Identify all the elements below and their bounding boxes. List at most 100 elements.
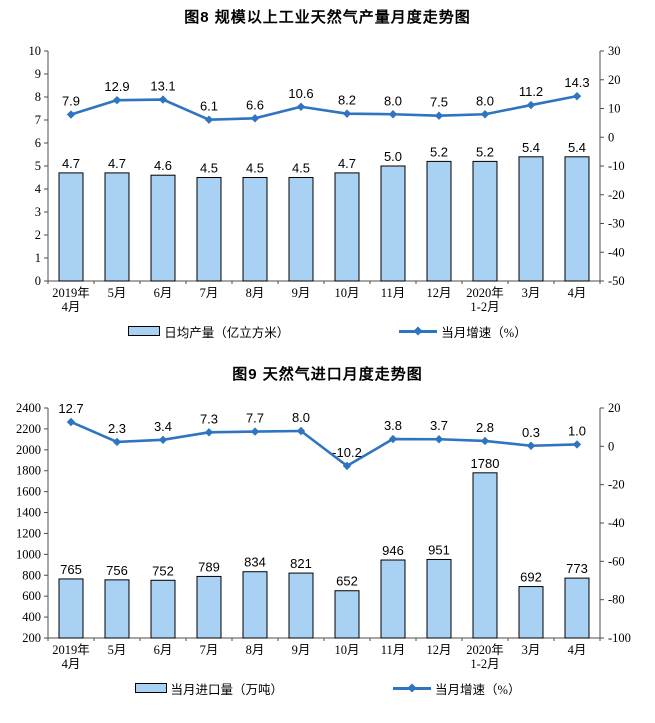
line-value-label: 2.8 <box>476 420 494 435</box>
bar <box>288 177 314 282</box>
x-category-label: 4月 <box>568 286 587 300</box>
left-axis-tick-label: 2000 <box>16 443 41 457</box>
line-marker-diamond <box>342 461 352 471</box>
left-axis-tick-label: 2400 <box>16 401 41 415</box>
bar <box>518 586 544 639</box>
bar <box>196 575 222 639</box>
line-marker-diamond <box>480 110 490 119</box>
right-axis-tick-label: 0 <box>608 130 614 144</box>
chart-title: 图8 规模以上工业天然气产量月度走势图 <box>184 9 471 26</box>
bar <box>472 472 498 639</box>
right-axis-tick-label: -30 <box>608 217 625 231</box>
bar-value-label: 821 <box>290 556 312 571</box>
bar <box>334 590 360 639</box>
line-marker-diamond <box>204 115 214 124</box>
bar <box>242 571 268 639</box>
left-axis-tick-label: 7 <box>35 113 41 127</box>
line-marker-diamond <box>66 110 76 119</box>
left-axis-tick-label: 200 <box>22 631 41 645</box>
left-axis-tick-label: 0 <box>35 274 41 288</box>
x-category-label: 1-2月 <box>470 657 499 671</box>
bar <box>334 172 360 282</box>
line-value-label: 14.3 <box>564 75 589 90</box>
left-axis-tick-label: 1800 <box>16 464 41 478</box>
bar-value-label: 5.4 <box>522 140 540 155</box>
bar-value-label: 5.4 <box>568 140 586 155</box>
x-category-label: 10月 <box>334 643 359 657</box>
line-marker-diamond <box>296 102 306 111</box>
line-value-label: 8.0 <box>476 93 494 108</box>
line-marker-diamond <box>388 110 398 119</box>
diamond-marker-icon <box>407 682 417 693</box>
line-value-label: 7.5 <box>430 95 448 110</box>
line-marker-diamond <box>250 114 260 123</box>
left-axis-tick-label: 400 <box>22 610 41 624</box>
line-value-label: 7.3 <box>200 411 218 426</box>
bar-value-label: 946 <box>382 543 404 558</box>
line-marker-diamond <box>112 95 122 105</box>
x-category-label: 7月 <box>200 643 219 657</box>
diamond-marker-icon <box>413 325 423 336</box>
line-value-label: 8.0 <box>292 410 310 425</box>
bar <box>472 160 498 282</box>
line-value-label: 12.9 <box>104 79 129 94</box>
bar-swatch-icon <box>128 326 161 336</box>
line-marker-diamond <box>526 441 536 450</box>
line-value-label: 8.2 <box>338 93 356 108</box>
left-axis-tick-label: 10 <box>29 44 42 58</box>
bar-value-label: 765 <box>60 562 82 577</box>
bar <box>58 578 84 639</box>
left-axis-tick-label: 5 <box>35 159 41 173</box>
x-category-label: 4月 <box>62 300 81 314</box>
bar <box>150 579 176 639</box>
line-marker-diamond <box>158 435 168 445</box>
bar-value-label: 4.7 <box>108 156 126 171</box>
line-marker-diamond <box>250 427 260 436</box>
line-marker-diamond <box>434 435 444 444</box>
line-value-label: 11.2 <box>519 84 543 99</box>
x-category-label: 8月 <box>246 286 265 300</box>
bar <box>150 174 176 282</box>
legend-item-line-series: 当月增速（%） <box>393 679 520 698</box>
bar <box>426 558 452 639</box>
x-category-label: 11月 <box>381 643 406 657</box>
left-axis-tick-label: 3 <box>35 205 41 219</box>
right-axis-tick-label: 0 <box>608 439 614 453</box>
line-value-label: 13.1 <box>150 79 175 94</box>
line-marker-diamond <box>388 434 398 444</box>
chart-9-plot-area: 2004006008001000120014001600180020002200… <box>16 401 631 671</box>
x-category-label: 2020年 <box>466 286 504 300</box>
report-figures-page: 图8 规模以上工业天然气产量月度走势图 0 1 2 3 4 5 6 7 8 9 10 -50 -40 -3… <box>0 9 655 698</box>
bar-value-label: 4.5 <box>292 161 310 176</box>
x-category-label: 7月 <box>200 286 219 300</box>
bar-value-label: 4.5 <box>246 161 264 176</box>
legend-item-bar-series: 当月进口量（万吨） <box>134 679 283 698</box>
bar-value-label: 692 <box>520 570 542 585</box>
x-category-label: 5月 <box>108 643 127 657</box>
bar-value-label: 4.5 <box>200 161 218 176</box>
bar-value-label: 4.7 <box>62 156 80 171</box>
line-value-label: 7.7 <box>246 411 264 426</box>
bar-value-label: 773 <box>566 561 588 576</box>
line-marker-diamond <box>572 91 582 101</box>
x-category-label: 5月 <box>108 286 127 300</box>
line-swatch-icon <box>393 682 432 693</box>
bar <box>518 156 544 282</box>
line-marker-diamond <box>204 428 214 437</box>
left-axis-tick-label: 1 <box>35 251 41 265</box>
right-axis-tick-label: -100 <box>608 631 631 645</box>
line-marker-diamond <box>158 95 168 104</box>
bar <box>104 172 130 282</box>
left-axis-tick-label: 9 <box>35 67 41 81</box>
line-value-label: 12.7 <box>58 401 83 416</box>
line-value-label: 6.6 <box>246 97 264 112</box>
bar-swatch-icon <box>134 683 167 693</box>
right-axis-tick-label: -80 <box>608 593 625 607</box>
bar-value-label: 652 <box>336 574 358 589</box>
line-marker-diamond <box>342 109 352 118</box>
left-axis-tick-label: 1600 <box>16 485 41 499</box>
chart-8-legend: 日均产量（亿立方米） 当月增速（%） <box>0 321 655 341</box>
bar <box>58 172 84 282</box>
line-marker-diamond <box>526 100 536 110</box>
left-axis-tick-label: 1200 <box>16 526 41 540</box>
